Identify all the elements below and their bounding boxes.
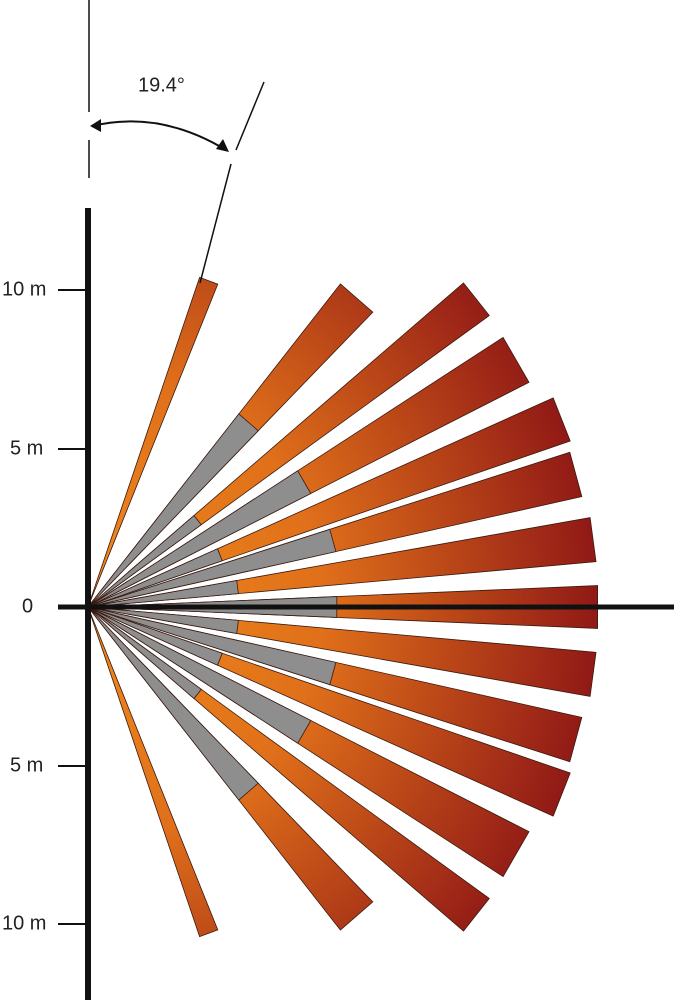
near-zone [87, 606, 337, 686]
near-zone [87, 528, 337, 608]
detection-zone [87, 606, 219, 938]
near-zone [87, 470, 312, 608]
near-zone [87, 606, 223, 666]
near-zone [87, 606, 312, 744]
scale-label: 10 m [2, 912, 46, 934]
scale-label: 10 m [2, 278, 46, 300]
near-zone [87, 606, 259, 801]
angle-arc [91, 120, 227, 151]
near-zone [87, 413, 259, 608]
near-zone [87, 606, 202, 700]
scale-label: 0 [22, 595, 33, 617]
scale-label: 5 m [10, 754, 43, 776]
angle-line [199, 163, 232, 284]
detection-zone [87, 276, 219, 608]
arrow-head [90, 119, 101, 132]
angle-line [235, 81, 265, 151]
scale-label: 5 m [10, 437, 43, 459]
near-zone [87, 514, 202, 608]
near-zone [87, 606, 239, 634]
arrow-head [216, 139, 229, 152]
near-zone [87, 548, 223, 608]
angle-label: 19.4° [138, 74, 185, 96]
near-zone [87, 580, 239, 608]
detection-zones [87, 276, 598, 938]
